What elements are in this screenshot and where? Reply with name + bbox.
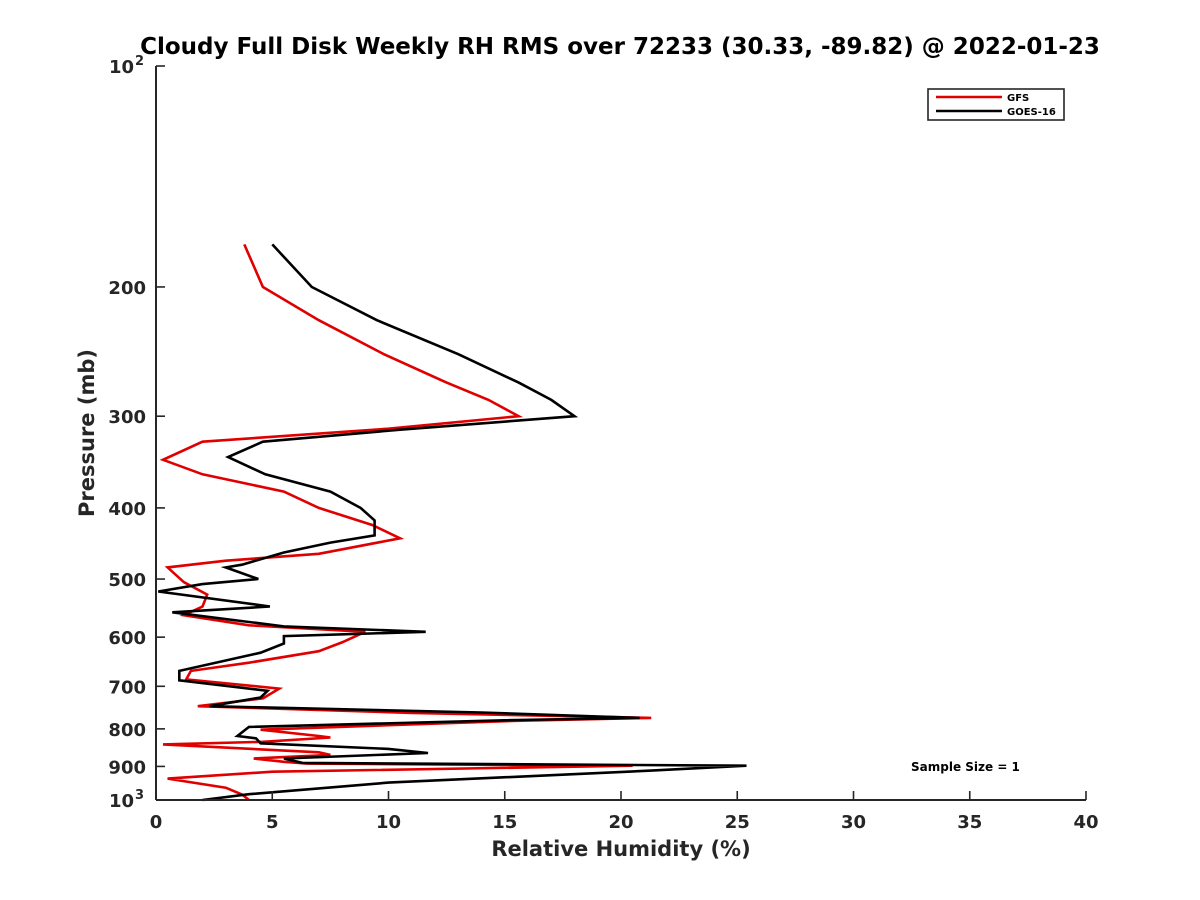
x-tick-label-15: 15 xyxy=(492,812,517,833)
x-tick-label-5: 5 xyxy=(266,812,279,833)
x-tick-label-30: 30 xyxy=(841,812,866,833)
legend: GFS GOES-16 xyxy=(927,88,1065,121)
series-layer xyxy=(158,243,747,802)
y-tick-label-900: 900 xyxy=(108,757,146,778)
x-tick-label-0: 0 xyxy=(150,812,163,833)
legend-label-goes-16: GOES-16 xyxy=(1007,107,1056,118)
y-tick-label-top-exp: 2 xyxy=(135,54,144,69)
y-tick-label-200: 200 xyxy=(108,278,146,299)
legend-box xyxy=(927,88,1065,121)
y-tick-label-300: 300 xyxy=(108,407,146,428)
x-axis-ticks: 0 5 10 15 20 25 30 35 40 xyxy=(150,791,1099,833)
y-tick-label-500: 500 xyxy=(108,570,146,591)
legend-label-gfs: GFS xyxy=(1007,93,1029,104)
series-line-goes-16 xyxy=(158,243,747,802)
y-tick-label-bottom-base: 10 xyxy=(109,791,134,812)
plot-area: 0 5 10 15 20 25 30 35 40 200 300 400 500 600 700 800 90… xyxy=(108,54,1098,833)
y-tick-label-600: 600 xyxy=(108,628,146,649)
y-axis-label: Pressure (mb) xyxy=(75,349,99,517)
x-axis-label: Relative Humidity (%) xyxy=(491,837,750,861)
y-tick-label-top-base: 10 xyxy=(109,57,134,78)
y-tick-label-400: 400 xyxy=(108,499,146,520)
y-tick-label-bottom-exp: 3 xyxy=(135,788,144,803)
x-tick-label-20: 20 xyxy=(608,812,633,833)
y-tick-label-700: 700 xyxy=(108,677,146,698)
sample-size-annotation: Sample Size = 1 xyxy=(911,760,1020,774)
chart-title: Cloudy Full Disk Weekly RH RMS over 7223… xyxy=(140,34,1100,60)
series-line-gfs xyxy=(159,243,652,802)
x-tick-label-35: 35 xyxy=(957,812,982,833)
x-tick-label-25: 25 xyxy=(725,812,750,833)
x-tick-label-10: 10 xyxy=(376,812,401,833)
y-tick-label-800: 800 xyxy=(108,720,146,741)
x-tick-label-40: 40 xyxy=(1073,812,1098,833)
